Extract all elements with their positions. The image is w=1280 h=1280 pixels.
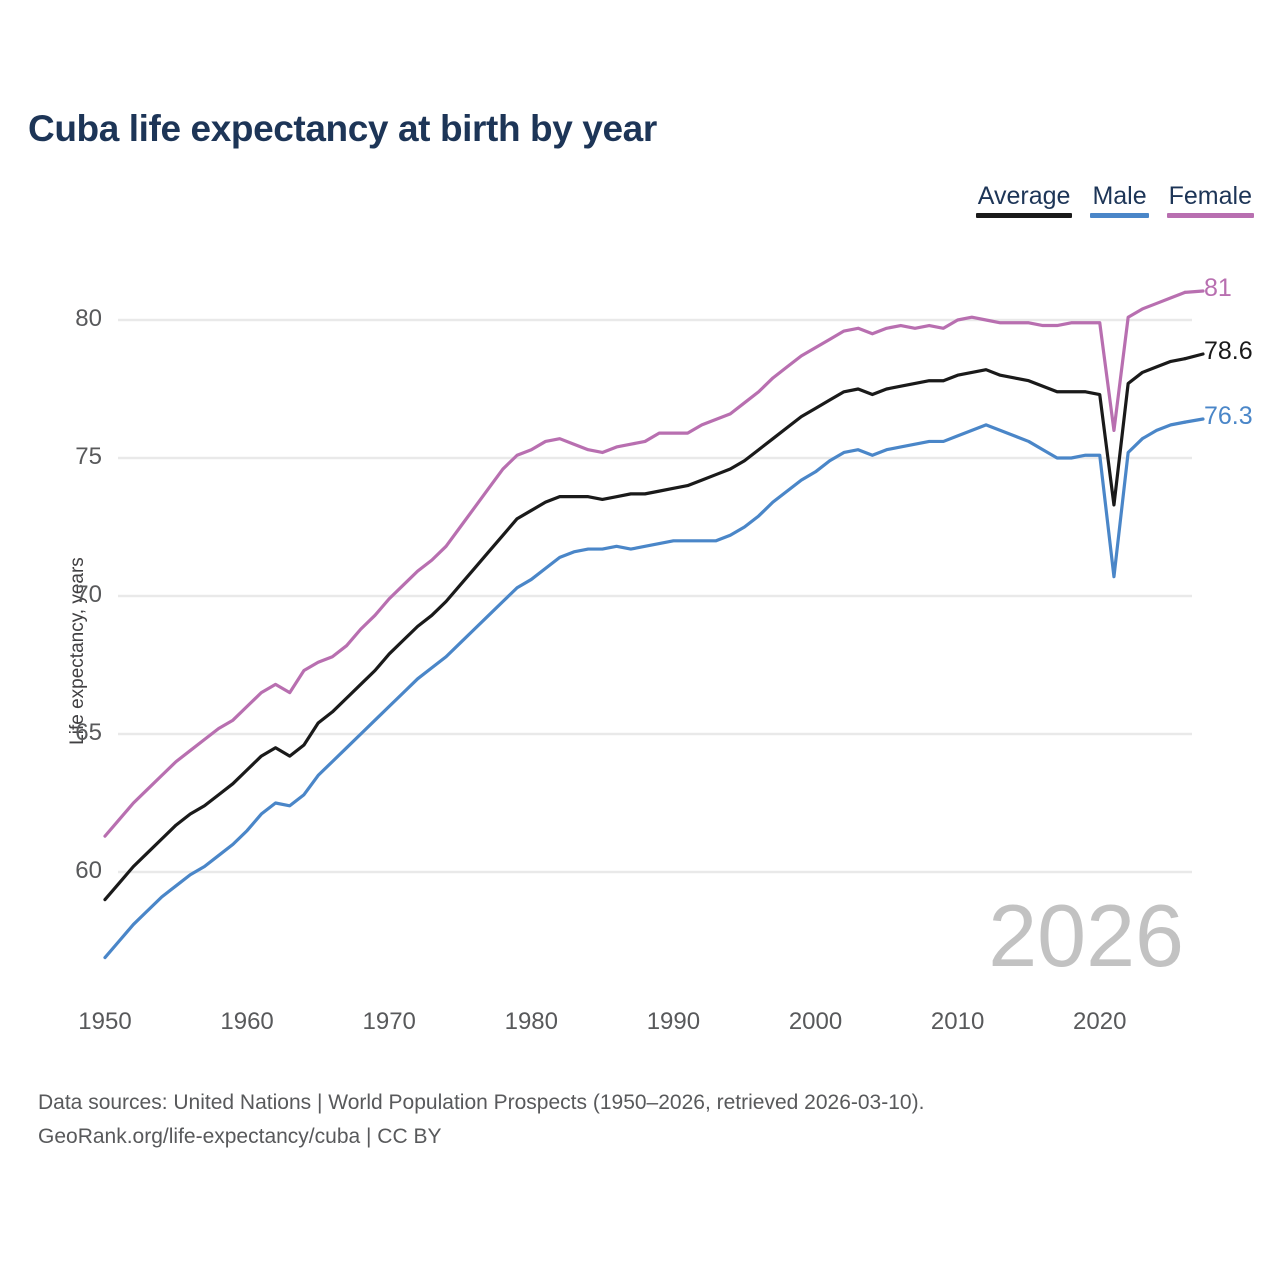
end-connectors [1183,289,1205,424]
gridlines [118,318,1192,874]
series-line-male [103,420,1187,960]
year-watermark: 2026 [988,886,1184,985]
x-tick-label: 1950 [78,1008,132,1035]
x-tick-label: 2010 [930,1008,985,1035]
y-tick-label: 75 [75,443,102,470]
footer-line-1: Data sources: United Nations | World Pop… [38,1091,925,1114]
legend-item-male[interactable]: Male [1090,182,1149,219]
footer-line-2: GeoRank.org/life-expectancy/cuba | CC BY [38,1125,442,1149]
page-title: Cuba life expectancy at birth by year [28,108,657,149]
y-tick-label: 65 [75,719,102,746]
legend-label-male: Male [1092,182,1147,210]
x-tick-label: 1970 [362,1008,416,1035]
end-leader-average [1183,352,1205,361]
legend-label-average: Average [977,182,1071,210]
series-line-female [103,290,1187,838]
end-label-average: 78.6 [1204,337,1253,365]
y-tick-label: 70 [75,581,102,608]
legend-item-female[interactable]: Female [1166,182,1254,219]
series-paths [103,290,1187,960]
x-tick-label: 2000 [788,1008,843,1035]
footer-sources: Data sources: United Nations | World Pop… [38,1086,924,1154]
series-line-average [103,357,1187,902]
end-label-female: 81 [1204,274,1232,302]
y-tick-label: 80 [75,305,102,332]
legend-swatch-male [1090,213,1149,219]
legend-swatch-female [1166,213,1254,219]
legend-item-average[interactable]: Average [975,182,1073,219]
legend-label-female: Female [1168,182,1252,210]
end-label-male: 76.3 [1204,402,1253,430]
x-tick-label: 1980 [504,1008,558,1035]
legend-swatch-average [975,213,1073,219]
end-leader-female [1183,289,1205,294]
chart-legend: Average Male Female [975,182,1254,219]
x-tick-label: 1960 [220,1008,274,1035]
end-leader-male [1183,417,1205,424]
x-tick-label: 2020 [1073,1008,1127,1035]
y-tick-label: 60 [75,857,102,884]
x-tick-label: 1990 [646,1008,701,1035]
